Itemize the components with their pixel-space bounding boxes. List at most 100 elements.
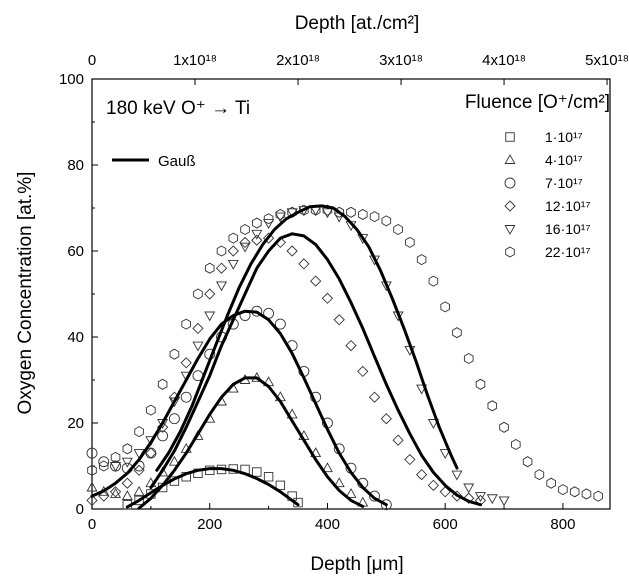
- data-point: [500, 422, 509, 432]
- x-tick-label: 400: [315, 516, 340, 533]
- data-point: [194, 289, 203, 299]
- data-point: [228, 246, 238, 256]
- data-point: [535, 470, 544, 480]
- legend-label: 16·10¹⁷: [545, 221, 591, 237]
- data-point: [488, 401, 497, 411]
- data-point: [158, 379, 167, 389]
- data-point: [169, 414, 179, 424]
- data-point: [134, 487, 144, 496]
- legend-marker: [506, 247, 515, 257]
- data-point: [453, 328, 462, 338]
- data-point: [347, 207, 356, 217]
- legend: 1·10¹⁷ 4·10¹⁷ 7·10¹⁷ 12·10¹⁷ 16·10¹⁷ 22·10¹⁷: [112, 129, 591, 260]
- data-point: [570, 487, 579, 497]
- data-point: [346, 341, 356, 351]
- data-point: [511, 440, 520, 450]
- plot-frame: [92, 79, 610, 509]
- data-point: [241, 225, 250, 235]
- legend-marker: [505, 178, 515, 188]
- legend-label: 12·10¹⁷: [545, 198, 591, 214]
- data-point: [358, 366, 368, 376]
- data-point: [217, 263, 227, 273]
- data-point: [123, 491, 132, 500]
- series-diamond: [87, 233, 486, 505]
- data-point: [417, 255, 426, 265]
- fit-legend-label: Gauß: [158, 153, 196, 170]
- gauss-fit-line: [157, 206, 457, 470]
- x-tick-label: 800: [550, 516, 575, 533]
- data-point: [311, 276, 321, 286]
- data-point: [287, 246, 297, 256]
- data-point: [464, 354, 473, 364]
- data-point: [594, 491, 603, 501]
- data-point: [381, 414, 391, 424]
- data-point: [122, 478, 132, 488]
- data-point: [547, 478, 556, 488]
- data-point: [488, 495, 498, 504]
- data-point: [334, 315, 344, 325]
- experiment-label: 180 keV O⁺ → Ti: [106, 98, 250, 119]
- top-tick-label: 3x10¹⁸: [379, 52, 423, 69]
- data-point: [417, 470, 427, 480]
- data-point: [217, 282, 227, 291]
- data-point: [429, 276, 438, 286]
- data-point: [205, 312, 215, 321]
- data-point: [205, 263, 214, 273]
- data-point: [170, 349, 179, 359]
- data-point: [394, 225, 403, 235]
- gauss-fit-line: [92, 311, 386, 505]
- data-point: [428, 480, 438, 490]
- data-point: [135, 427, 144, 437]
- legend-label: 22·10¹⁷: [545, 244, 591, 260]
- x-tick-label: 200: [197, 516, 222, 533]
- data-point: [252, 218, 261, 228]
- y-tick-label: 40: [67, 329, 84, 346]
- data-point: [476, 379, 485, 389]
- data-point: [147, 405, 156, 415]
- data-point: [253, 468, 262, 477]
- legend-label: 7·10¹⁷: [545, 175, 583, 191]
- y-tick-label: 100: [59, 71, 84, 88]
- series-circle: [87, 306, 391, 510]
- data-point: [452, 471, 462, 480]
- data-point: [441, 302, 450, 312]
- data-point: [123, 444, 132, 454]
- data-point: [322, 293, 332, 303]
- y-tick-label: 20: [67, 415, 84, 432]
- data-point: [299, 259, 309, 269]
- data-point: [193, 323, 203, 333]
- data-point: [229, 260, 239, 269]
- x-axis-title: Depth [μm]: [310, 554, 403, 575]
- data-point: [264, 214, 273, 224]
- y-axis-title: Oxygen Concentration [at.%]: [15, 172, 36, 415]
- legend-marker: [506, 133, 515, 142]
- data-point: [405, 455, 415, 465]
- top-tick-label: 0: [88, 52, 96, 69]
- data-point: [382, 216, 391, 226]
- data-point: [205, 289, 215, 299]
- data-point: [406, 237, 415, 247]
- legend-marker: [505, 155, 515, 164]
- data-point: [252, 235, 262, 245]
- data-point: [182, 319, 191, 329]
- top-tick-label: 2x10¹⁸: [276, 52, 320, 69]
- x-tick-label: 600: [433, 516, 458, 533]
- data-point: [370, 212, 379, 222]
- data-point: [134, 465, 144, 475]
- data-point: [393, 435, 403, 445]
- legend-title: Fluence [O⁺/cm²]: [465, 92, 610, 113]
- gauss-fit-line: [151, 234, 481, 505]
- data-point: [123, 458, 132, 467]
- y-tick-label: 60: [67, 243, 84, 260]
- data-point: [476, 493, 486, 502]
- data-point: [276, 209, 285, 219]
- y-tick-label: 80: [67, 157, 84, 174]
- legend-marker: [505, 226, 515, 235]
- data-point: [99, 457, 109, 467]
- legend-label: 4·10¹⁷: [545, 152, 583, 168]
- data-point: [229, 233, 238, 243]
- legend-label: 1·10¹⁷: [545, 129, 583, 145]
- data-point: [181, 358, 191, 368]
- top-tick-label: 5x10¹⁸: [585, 52, 629, 69]
